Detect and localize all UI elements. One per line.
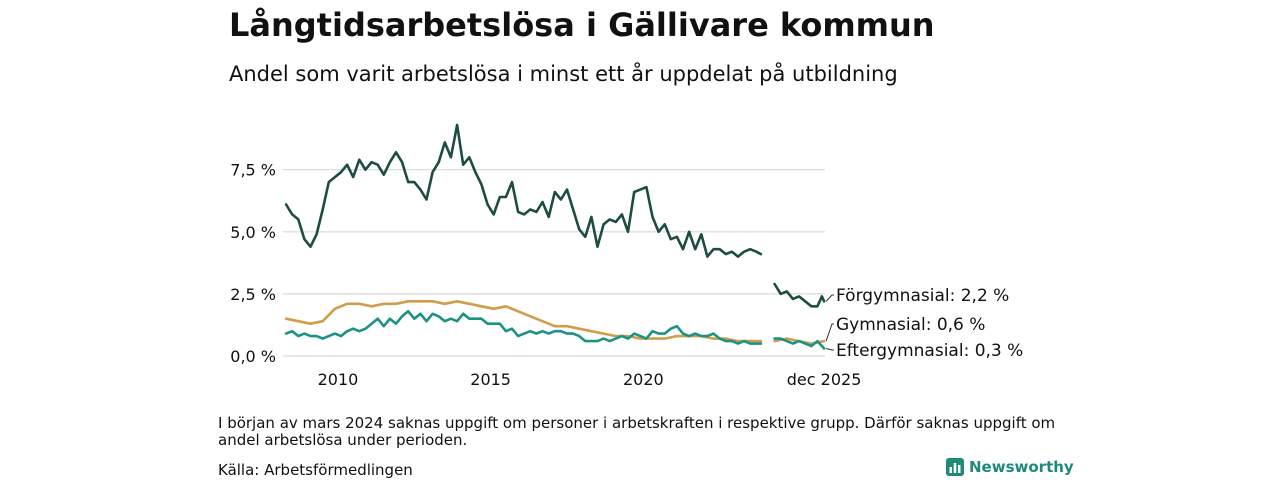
end-label-förgymnasial: Förgymnasial: 2,2 % — [836, 286, 1009, 306]
newsworthy-brand[interactable]: Newsworthy — [946, 458, 1074, 476]
y-tick-label: 5,0 % — [230, 223, 276, 242]
x-tick-label: 2020 — [623, 370, 664, 389]
x-tick-label: 2010 — [318, 370, 359, 389]
end-label-leader — [825, 294, 834, 302]
series-line-förgymnasial — [773, 282, 826, 308]
series-line-gymnasial — [284, 299, 763, 343]
y-tick-label: 7,5 % — [230, 161, 276, 180]
chart-note: I början av mars 2024 saknas uppgift om … — [218, 414, 1056, 449]
end-label-leader — [825, 348, 834, 351]
line-chart: 0,0 % 2,5 % 5,0 % 7,5 % 2010 2015 2020 dec 2025… — [230, 123, 1023, 389]
end-label-leader — [825, 323, 834, 342]
chart-subtitle: Andel som varit arbetslösa i minst ett å… — [229, 62, 898, 86]
chart-title: Långtidsarbetslösa i Gällivare kommun — [229, 6, 935, 44]
newsworthy-logo-icon — [946, 458, 964, 476]
y-tick-label: 2,5 % — [230, 285, 276, 304]
brand-name: Newsworthy — [969, 458, 1074, 476]
x-tick-label: dec 2025 — [787, 370, 862, 389]
end-label-gymnasial: Gymnasial: 0,6 % — [836, 315, 985, 335]
x-tick-label: 2015 — [470, 370, 511, 389]
series-line-eftergymnasial — [284, 309, 763, 345]
end-label-eftergymnasial: Eftergymnasial: 0,3 % — [836, 341, 1023, 361]
series-line-eftergymnasial — [773, 337, 826, 350]
y-tick-label: 0,0 % — [230, 347, 276, 366]
series-line-förgymnasial — [284, 123, 763, 258]
source-text: Källa: Arbetsförmedlingen — [218, 461, 413, 479]
